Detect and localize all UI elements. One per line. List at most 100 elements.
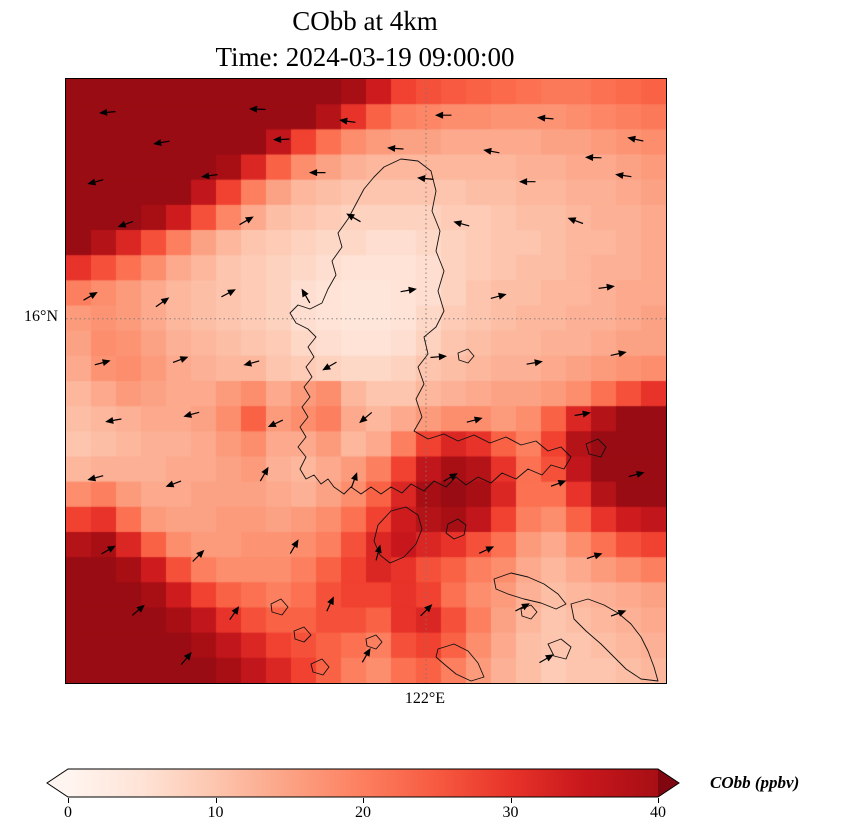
wind-arrow-icon [289, 539, 299, 554]
wind-arrow-icon [628, 470, 645, 478]
wind-arrow-icon [229, 606, 240, 621]
colorbar-ticks: 0 10 20 30 40 [64, 796, 666, 822]
wind-arrow-icon [248, 105, 266, 113]
wind-arrow-icon [610, 350, 627, 358]
colorbar-label: CObb (ppbv) [710, 773, 800, 792]
coastline-islet-7 [365, 634, 383, 650]
colorbar-over-arrow [658, 769, 679, 797]
wind-arrow-icon [201, 172, 218, 180]
wind-arrow-icon [598, 283, 615, 291]
coastline-catanduanes [585, 438, 607, 458]
wind-arrow-icon [153, 139, 170, 146]
plot-subtitle: Time: 2024-03-19 09:00:00 [215, 42, 515, 72]
wind-arrow-icon [172, 356, 189, 363]
wind-arrow-icon [443, 473, 458, 482]
wind-arrow-icon [350, 472, 358, 488]
colorbar-tick-mark [215, 798, 217, 803]
wind-arrow-icon [105, 416, 122, 424]
coastline-mindoro [373, 506, 423, 564]
colorbar-tick-mark [363, 798, 364, 803]
wind-arrow-icon [627, 135, 644, 143]
wind-arrow-icon [94, 359, 111, 367]
coastline-islet-1 [270, 598, 289, 616]
wind-arrow-icon [539, 654, 554, 664]
coastline-islet-3 [310, 658, 330, 676]
wind-arrow-icon [586, 552, 603, 560]
wind-arrow-icon [536, 114, 554, 122]
wind-arrow-icon [490, 292, 507, 300]
wind-arrow-icon [101, 545, 116, 555]
colorbar [46, 768, 680, 798]
wind-arrow-icon [453, 220, 470, 228]
colorbar-gradient [68, 769, 658, 797]
wind-arrow-icon [584, 154, 602, 162]
colorbar-tick-label: 10 [207, 804, 224, 821]
wind-arrow-icon [326, 596, 334, 612]
wind-arrow-icon [259, 466, 269, 482]
plot-title: CObb at 4km [292, 6, 438, 36]
coastlines [270, 158, 659, 682]
coastline-islet-6 [520, 604, 538, 620]
wind-arrow-icon [420, 604, 433, 617]
colorbar-tick-mark [510, 798, 512, 803]
wind-arrow-icon [243, 359, 260, 367]
wind-arrow-icon [165, 480, 182, 488]
coastline-masbate [493, 572, 567, 610]
colorbar-outline [46, 768, 680, 798]
wind-arrow-icon [322, 361, 337, 371]
wind-arrow-icon [430, 353, 448, 361]
heatmap-canvas [66, 79, 666, 683]
wind-arrow-icon [610, 609, 627, 617]
wind-arrow-icon [83, 291, 98, 301]
wind-arrow-icon [272, 135, 290, 143]
wind-arrow-icon [386, 144, 404, 152]
wind-arrow-icon [308, 169, 326, 177]
colorbar-tick-mark [658, 798, 659, 803]
wind-arrow-icon [466, 416, 483, 424]
coastline-panay [435, 643, 485, 682]
wind-arrow-icon [301, 288, 311, 304]
wind-arrow-icon [131, 604, 145, 616]
coastline-islet-5 [457, 348, 475, 364]
coastline-samar [570, 598, 659, 682]
wind-arrow-icon [483, 147, 500, 155]
wind-arrows [83, 105, 645, 665]
wind-arrow-icon [183, 411, 200, 418]
coastline-luzon [289, 158, 572, 495]
wind-arrow-icon [87, 474, 104, 482]
wind-arrow-icon [339, 117, 356, 125]
wind-arrow-icon [515, 603, 530, 612]
map-panel [65, 78, 667, 684]
colorbar-tick-label: 20 [355, 804, 371, 821]
wind-arrow-icon [615, 172, 632, 179]
wind-arrow-icon [180, 651, 192, 665]
wind-arrow-icon [550, 480, 567, 487]
wind-arrow-icon [221, 289, 236, 298]
wind-arrow-icon [346, 213, 361, 223]
wind-arrow-icon [239, 216, 254, 226]
wind-arrow-icon [434, 111, 452, 119]
lon-tick-label: 122°E [404, 690, 446, 707]
colorbar-tick-label: 30 [502, 804, 519, 821]
wind-arrow-icon [567, 217, 584, 225]
coastline-islet-4 [547, 638, 572, 660]
colorbar-tick-label: 0 [64, 804, 72, 821]
wind-arrow-icon [192, 549, 205, 562]
lat-tick-label: 16°N [24, 308, 58, 325]
colorbar-tick-label: 40 [650, 804, 666, 821]
wind-arrow-icon [518, 178, 536, 186]
wind-arrow-icon [361, 647, 371, 663]
wind-arrow-icon [374, 544, 382, 561]
wind-arrow-icon [400, 286, 417, 294]
wind-arrow-icon [574, 410, 591, 418]
coastline-marinduque [445, 518, 467, 540]
wind-arrow-icon [155, 297, 170, 308]
wind-arrow-icon [359, 411, 373, 424]
colorbar-under-arrow [47, 769, 68, 797]
colorbar-tick-mark [68, 798, 69, 803]
wind-arrow-icon [417, 175, 434, 183]
wind-arrow-icon [526, 359, 543, 367]
wind-arrow-icon [87, 178, 104, 186]
map-overlay [66, 79, 666, 683]
